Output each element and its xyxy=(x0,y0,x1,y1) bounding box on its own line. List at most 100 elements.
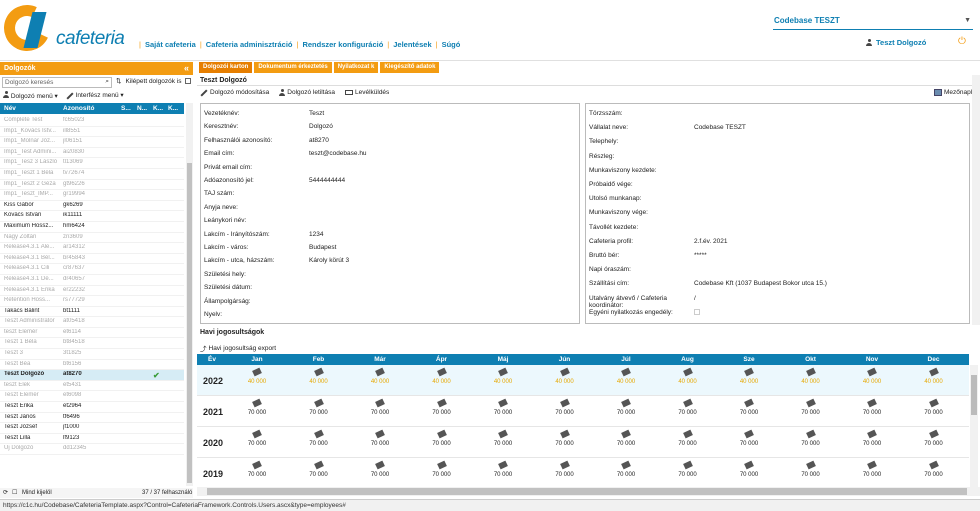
month-cell[interactable]: 70 000 xyxy=(483,429,523,447)
employee-row[interactable]: Imp1_Teszt 2 Géza gt96226 xyxy=(0,180,184,191)
month-cell[interactable]: 40 000 xyxy=(668,367,708,385)
employee-row[interactable]: Release4.3.1 Cili cr87637 xyxy=(0,264,184,275)
employee-table-scrollbar[interactable] xyxy=(186,103,193,486)
month-cell[interactable]: 70 000 xyxy=(791,429,831,447)
month-cell[interactable]: 70 000 xyxy=(606,460,646,478)
month-cell[interactable]: 70 000 xyxy=(237,429,277,447)
employee-row[interactable]: Imp1_Molnár Józ... jl06151 xyxy=(0,137,184,148)
month-cell[interactable]: 70 000 xyxy=(299,429,339,447)
tab-declarations[interactable]: Nyilatkozat k xyxy=(333,62,379,73)
employee-row[interactable]: Imp1_Tesz 3 László tl13069 xyxy=(0,158,184,169)
col-name[interactable]: Név xyxy=(4,105,16,112)
month-cell[interactable]: 40 000 xyxy=(852,367,892,385)
employee-menu[interactable]: Dolgozó menü ▾ xyxy=(3,91,58,100)
employee-row[interactable]: Imp1_Kovács Istv... ill8551 xyxy=(0,127,184,138)
month-cell[interactable]: 70 000 xyxy=(914,460,954,478)
employee-row[interactable]: Kiss Gábor gk6269 xyxy=(0,201,184,212)
employee-row[interactable]: Kovács István ik11111 xyxy=(0,211,184,222)
month-cell[interactable]: 70 000 xyxy=(729,460,769,478)
month-cell[interactable]: 40 000 xyxy=(606,367,646,385)
employee-details-scrollbar[interactable] xyxy=(972,75,980,325)
month-cell[interactable]: 40 000 xyxy=(729,367,769,385)
col-id[interactable]: Azonosító xyxy=(63,105,95,112)
month-cell[interactable]: 70 000 xyxy=(606,398,646,416)
month-cell[interactable]: 40 000 xyxy=(299,367,339,385)
month-cell[interactable]: 70 000 xyxy=(483,460,523,478)
month-cell[interactable]: 70 000 xyxy=(729,429,769,447)
month-cell[interactable]: 70 000 xyxy=(668,398,708,416)
user-menu[interactable]: Teszt Dolgozó xyxy=(866,38,926,47)
month-cell[interactable]: 70 000 xyxy=(668,429,708,447)
month-cell[interactable]: 70 000 xyxy=(545,460,585,478)
month-cell[interactable]: 70 000 xyxy=(668,460,708,478)
month-cell[interactable]: 70 000 xyxy=(791,460,831,478)
tab-employee-card[interactable]: Dolgozói karton xyxy=(199,62,253,73)
month-cell[interactable]: 70 000 xyxy=(545,398,585,416)
refresh-icon[interactable]: ⟳ xyxy=(3,490,9,496)
employee-row[interactable]: Imp1_Teszt_IMP... gr19994 xyxy=(0,190,184,201)
employee-row[interactable]: Új Dolgozó dd12345 xyxy=(0,444,184,455)
month-cell[interactable]: 40 000 xyxy=(545,367,585,385)
employee-row[interactable]: Teszt Administrator at05418 xyxy=(0,317,184,328)
month-cell[interactable]: 70 000 xyxy=(914,398,954,416)
employee-row[interactable]: teszt Elemér et6114 xyxy=(0,328,184,339)
company-select[interactable]: Codebase TESZT ▼ xyxy=(773,16,973,30)
month-cell[interactable]: 70 000 xyxy=(422,460,462,478)
month-cell[interactable]: 70 000 xyxy=(852,398,892,416)
month-cell[interactable]: 40 000 xyxy=(791,367,831,385)
interface-menu[interactable]: Interfész menü ▾ xyxy=(66,91,124,100)
month-cell[interactable]: 70 000 xyxy=(237,460,277,478)
employee-row[interactable]: teszt Elek et5431 xyxy=(0,381,184,392)
nav-cafeteria-admin[interactable]: Cafeteria adminisztráció xyxy=(205,40,293,49)
collapse-panel-icon[interactable]: « xyxy=(183,63,189,73)
month-cell[interactable]: 70 000 xyxy=(729,398,769,416)
month-cell[interactable]: 70 000 xyxy=(299,398,339,416)
month-cell[interactable]: 70 000 xyxy=(545,429,585,447)
sort-toggle-icon[interactable]: ⇅ xyxy=(116,78,122,85)
disable-employee-button[interactable]: Dolgozó letiltása xyxy=(279,89,335,96)
monthly-export-button[interactable]: ⤴ Havi jogosultság export xyxy=(200,343,276,354)
employee-row[interactable]: Nagy Zoltán zn3609 xyxy=(0,233,184,244)
month-cell[interactable]: 40 000 xyxy=(422,367,462,385)
employee-row[interactable]: Release4.3.1 Dé... dr40657 xyxy=(0,275,184,286)
nav-reports[interactable]: Jelentések xyxy=(393,40,432,49)
month-cell[interactable]: 70 000 xyxy=(299,460,339,478)
search-icon[interactable]: ⌕ xyxy=(105,78,109,85)
employee-row[interactable]: Release4.3.1 Erika er22232 xyxy=(0,286,184,297)
month-cell[interactable]: 70 000 xyxy=(360,398,400,416)
tab-extra-data[interactable]: Kiegészítő adatok xyxy=(380,62,440,73)
month-cell[interactable]: 70 000 xyxy=(606,429,646,447)
col-n[interactable]: N... xyxy=(137,105,148,112)
employee-row[interactable]: Imp1_Teszt 1 Béla tv72674 xyxy=(0,169,184,180)
nav-own-cafeteria[interactable]: Saját cafeteria xyxy=(144,40,196,49)
employee-row[interactable]: Complete Test fc65023 xyxy=(0,116,184,127)
col-k2[interactable]: K... xyxy=(168,105,179,112)
employee-row[interactable]: Release4.3.1 Ale... ar14312 xyxy=(0,243,184,254)
select-all-checkbox[interactable]: ☐ xyxy=(12,490,18,496)
employee-row[interactable]: Teszt József jf1000 xyxy=(0,423,184,434)
employee-row[interactable]: Teszt 1 Béla bt84518 xyxy=(0,338,184,350)
filter-exited-checkbox[interactable] xyxy=(185,78,192,84)
month-cell[interactable]: 70 000 xyxy=(852,429,892,447)
employee-row[interactable]: Release4.3.1 Bél... br45843 xyxy=(0,254,184,265)
employee-row[interactable]: Teszt Dolgozó at8270 ✔ xyxy=(0,370,184,381)
month-cell[interactable]: 40 000 xyxy=(237,367,277,385)
scrollbar-thumb[interactable] xyxy=(971,375,977,415)
month-cell[interactable]: 70 000 xyxy=(852,460,892,478)
nav-help[interactable]: Súgó xyxy=(441,40,461,49)
month-cell[interactable]: 40 000 xyxy=(360,367,400,385)
employee-search-input[interactable]: Dolgozó keresés ⌕ xyxy=(2,77,112,88)
monthly-table-scrollbar[interactable] xyxy=(970,365,978,487)
scrollbar-thumb[interactable] xyxy=(187,163,192,483)
month-cell[interactable]: 70 000 xyxy=(483,398,523,416)
employee-row[interactable]: Takács Bálint bt1111 xyxy=(0,307,184,318)
modify-employee-button[interactable]: Dolgozó módosítása xyxy=(200,88,269,97)
nav-system-config[interactable]: Rendszer konfiguráció xyxy=(302,40,384,49)
employee-row[interactable]: Teszt Elemér et6098 xyxy=(0,391,184,403)
employee-row[interactable]: Retention Hoss... rs77729 xyxy=(0,296,184,307)
month-cell[interactable]: 70 000 xyxy=(914,429,954,447)
month-cell[interactable]: 40 000 xyxy=(914,367,954,385)
month-cell[interactable]: 70 000 xyxy=(360,429,400,447)
col-k1[interactable]: K... xyxy=(153,105,164,112)
field-log-button[interactable]: Mezőnapló xyxy=(934,89,976,96)
